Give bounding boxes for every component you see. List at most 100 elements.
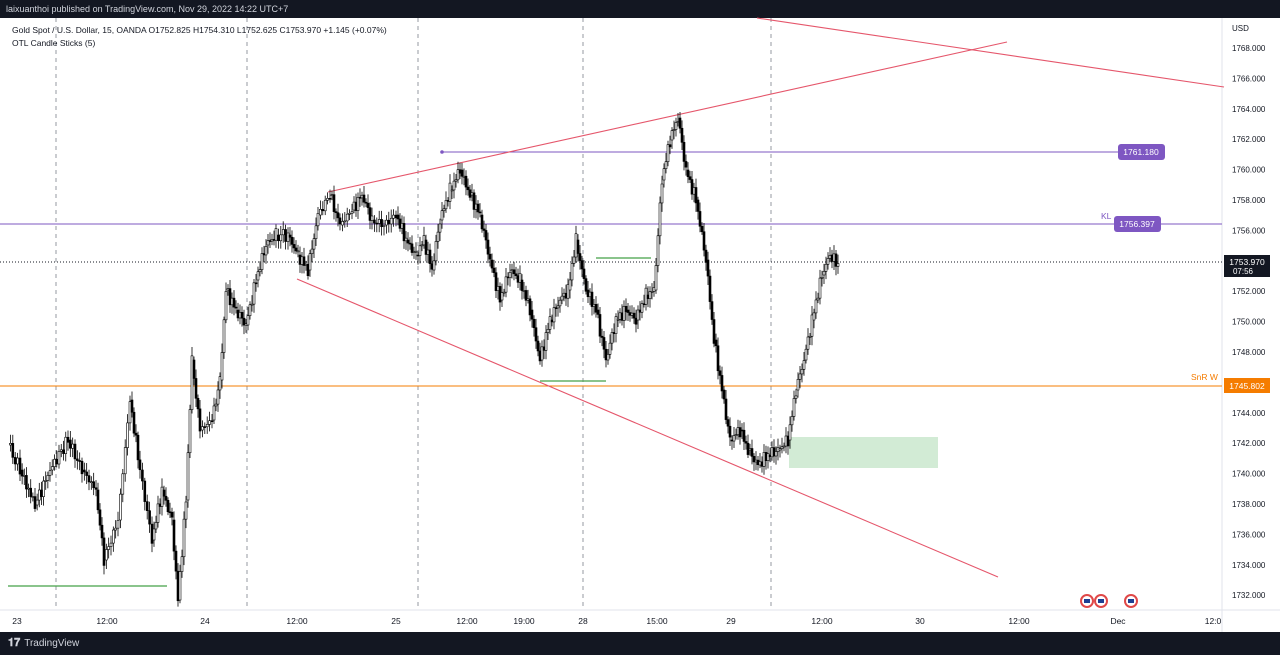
bull-candle	[252, 282, 256, 305]
bear-candle	[254, 282, 258, 285]
bear-candle	[20, 469, 24, 477]
bull-candle	[316, 213, 320, 227]
bull-candle	[112, 529, 115, 544]
bear-candle	[290, 236, 294, 245]
bull-candle	[385, 219, 388, 226]
bear-candle	[712, 319, 716, 344]
bull-candle	[826, 258, 830, 265]
bear-candle	[164, 495, 168, 501]
time-scale[interactable]: 23 12:00 24 12:00 25 12:00 19:00 28 15:00 29 12:00…	[12, 616, 1221, 626]
kl-price-tag[interactable]: 1756.397	[1114, 216, 1161, 232]
us-flag-icon[interactable]	[1080, 594, 1094, 608]
trend-lines[interactable]	[296, 17, 1225, 578]
bull-candle	[53, 458, 56, 467]
bear-candle	[362, 194, 366, 203]
bull-candle	[230, 297, 234, 306]
price-tick-label: 1762.000	[1232, 135, 1266, 144]
bear-candle	[143, 480, 147, 502]
tradingview-logo[interactable]: 𝟏𝟕 TradingView	[8, 637, 79, 650]
bear-candle	[66, 436, 70, 443]
bear-candle	[162, 489, 166, 497]
bull-candle	[658, 202, 662, 237]
bear-candle	[486, 239, 490, 255]
us-flag-icon[interactable]	[1094, 594, 1108, 608]
bear-candle	[684, 161, 688, 168]
bull-candle	[608, 342, 612, 355]
bull-candle	[572, 256, 576, 264]
green-levels[interactable]	[8, 257, 651, 587]
bull-candle	[27, 487, 30, 490]
bear-candle	[194, 378, 198, 399]
bear-candle	[73, 443, 77, 460]
bear-candle	[472, 192, 476, 210]
last-price-tag[interactable]: 1753.970 07:56	[1224, 255, 1270, 277]
demand-zone[interactable]	[789, 437, 938, 468]
bull-candle	[418, 245, 422, 256]
snr-price-tag[interactable]: 1745.802	[1224, 378, 1270, 393]
last-price-label: 1753.970	[1229, 257, 1265, 267]
bull-candle	[222, 319, 226, 353]
bear-candle	[33, 496, 37, 509]
bull-candle	[218, 376, 222, 391]
bear-candle	[428, 249, 432, 264]
bull-candle	[570, 263, 574, 281]
bull-candle	[774, 451, 778, 457]
bear-candle	[532, 318, 536, 329]
bull-candle	[154, 522, 158, 530]
bull-candle	[796, 378, 800, 391]
bear-candle	[83, 469, 86, 473]
bear-candle	[62, 449, 65, 454]
bear-candle	[396, 214, 400, 220]
bear-candle	[576, 239, 580, 254]
bull-candle	[264, 246, 268, 256]
bull-candle	[326, 198, 329, 201]
bear-candle	[704, 249, 708, 263]
bear-candle	[464, 175, 468, 188]
bear-candle	[484, 230, 488, 241]
bear-candle	[750, 448, 754, 457]
bull-candle	[404, 237, 408, 242]
bull-candle	[281, 229, 285, 236]
bull-candle	[160, 486, 164, 507]
bear-candle	[490, 259, 494, 269]
bull-candle	[350, 211, 354, 214]
bear-candle	[466, 186, 470, 191]
bear-candle	[232, 297, 236, 308]
bear-candle	[480, 214, 484, 230]
price-tick-label: 1752.000	[1232, 287, 1266, 296]
bear-candle	[130, 399, 134, 413]
bear-candle	[236, 309, 240, 319]
bull-candle	[610, 332, 614, 344]
bear-candle	[478, 211, 482, 214]
bull-candle	[31, 496, 35, 498]
indicator-name[interactable]: OTL Candle Sticks (5)	[12, 38, 96, 48]
bear-candle	[158, 503, 162, 507]
bull-candle	[119, 493, 122, 521]
time-tick-label: 12:00	[1008, 616, 1030, 626]
bull-candle	[308, 253, 312, 271]
resistance-anchor[interactable]	[440, 150, 444, 154]
bear-candle	[172, 519, 176, 552]
bear-candle	[722, 389, 726, 400]
us-flag-icon[interactable]	[1124, 594, 1138, 608]
bull-candle	[9, 443, 12, 446]
bull-candle	[22, 475, 26, 477]
bear-candle	[387, 219, 391, 225]
bear-candle	[402, 223, 406, 242]
bull-candle	[822, 271, 826, 276]
price-tick-label: 1764.000	[1232, 105, 1266, 114]
bull-candle	[208, 420, 211, 425]
bear-candle	[373, 219, 376, 224]
time-tick-label: Dec	[1110, 616, 1126, 626]
price-tick-label: 1732.000	[1232, 591, 1266, 600]
bull-candle	[434, 241, 438, 262]
bull-candle	[558, 299, 562, 307]
resistance-price-tag[interactable]: 1761.180	[1118, 144, 1165, 160]
bull-candle	[540, 346, 544, 361]
bear-candle	[602, 337, 606, 350]
bull-candle	[778, 448, 782, 451]
bear-candle	[632, 312, 636, 319]
bear-candle	[494, 272, 498, 291]
bull-candle	[650, 291, 654, 293]
